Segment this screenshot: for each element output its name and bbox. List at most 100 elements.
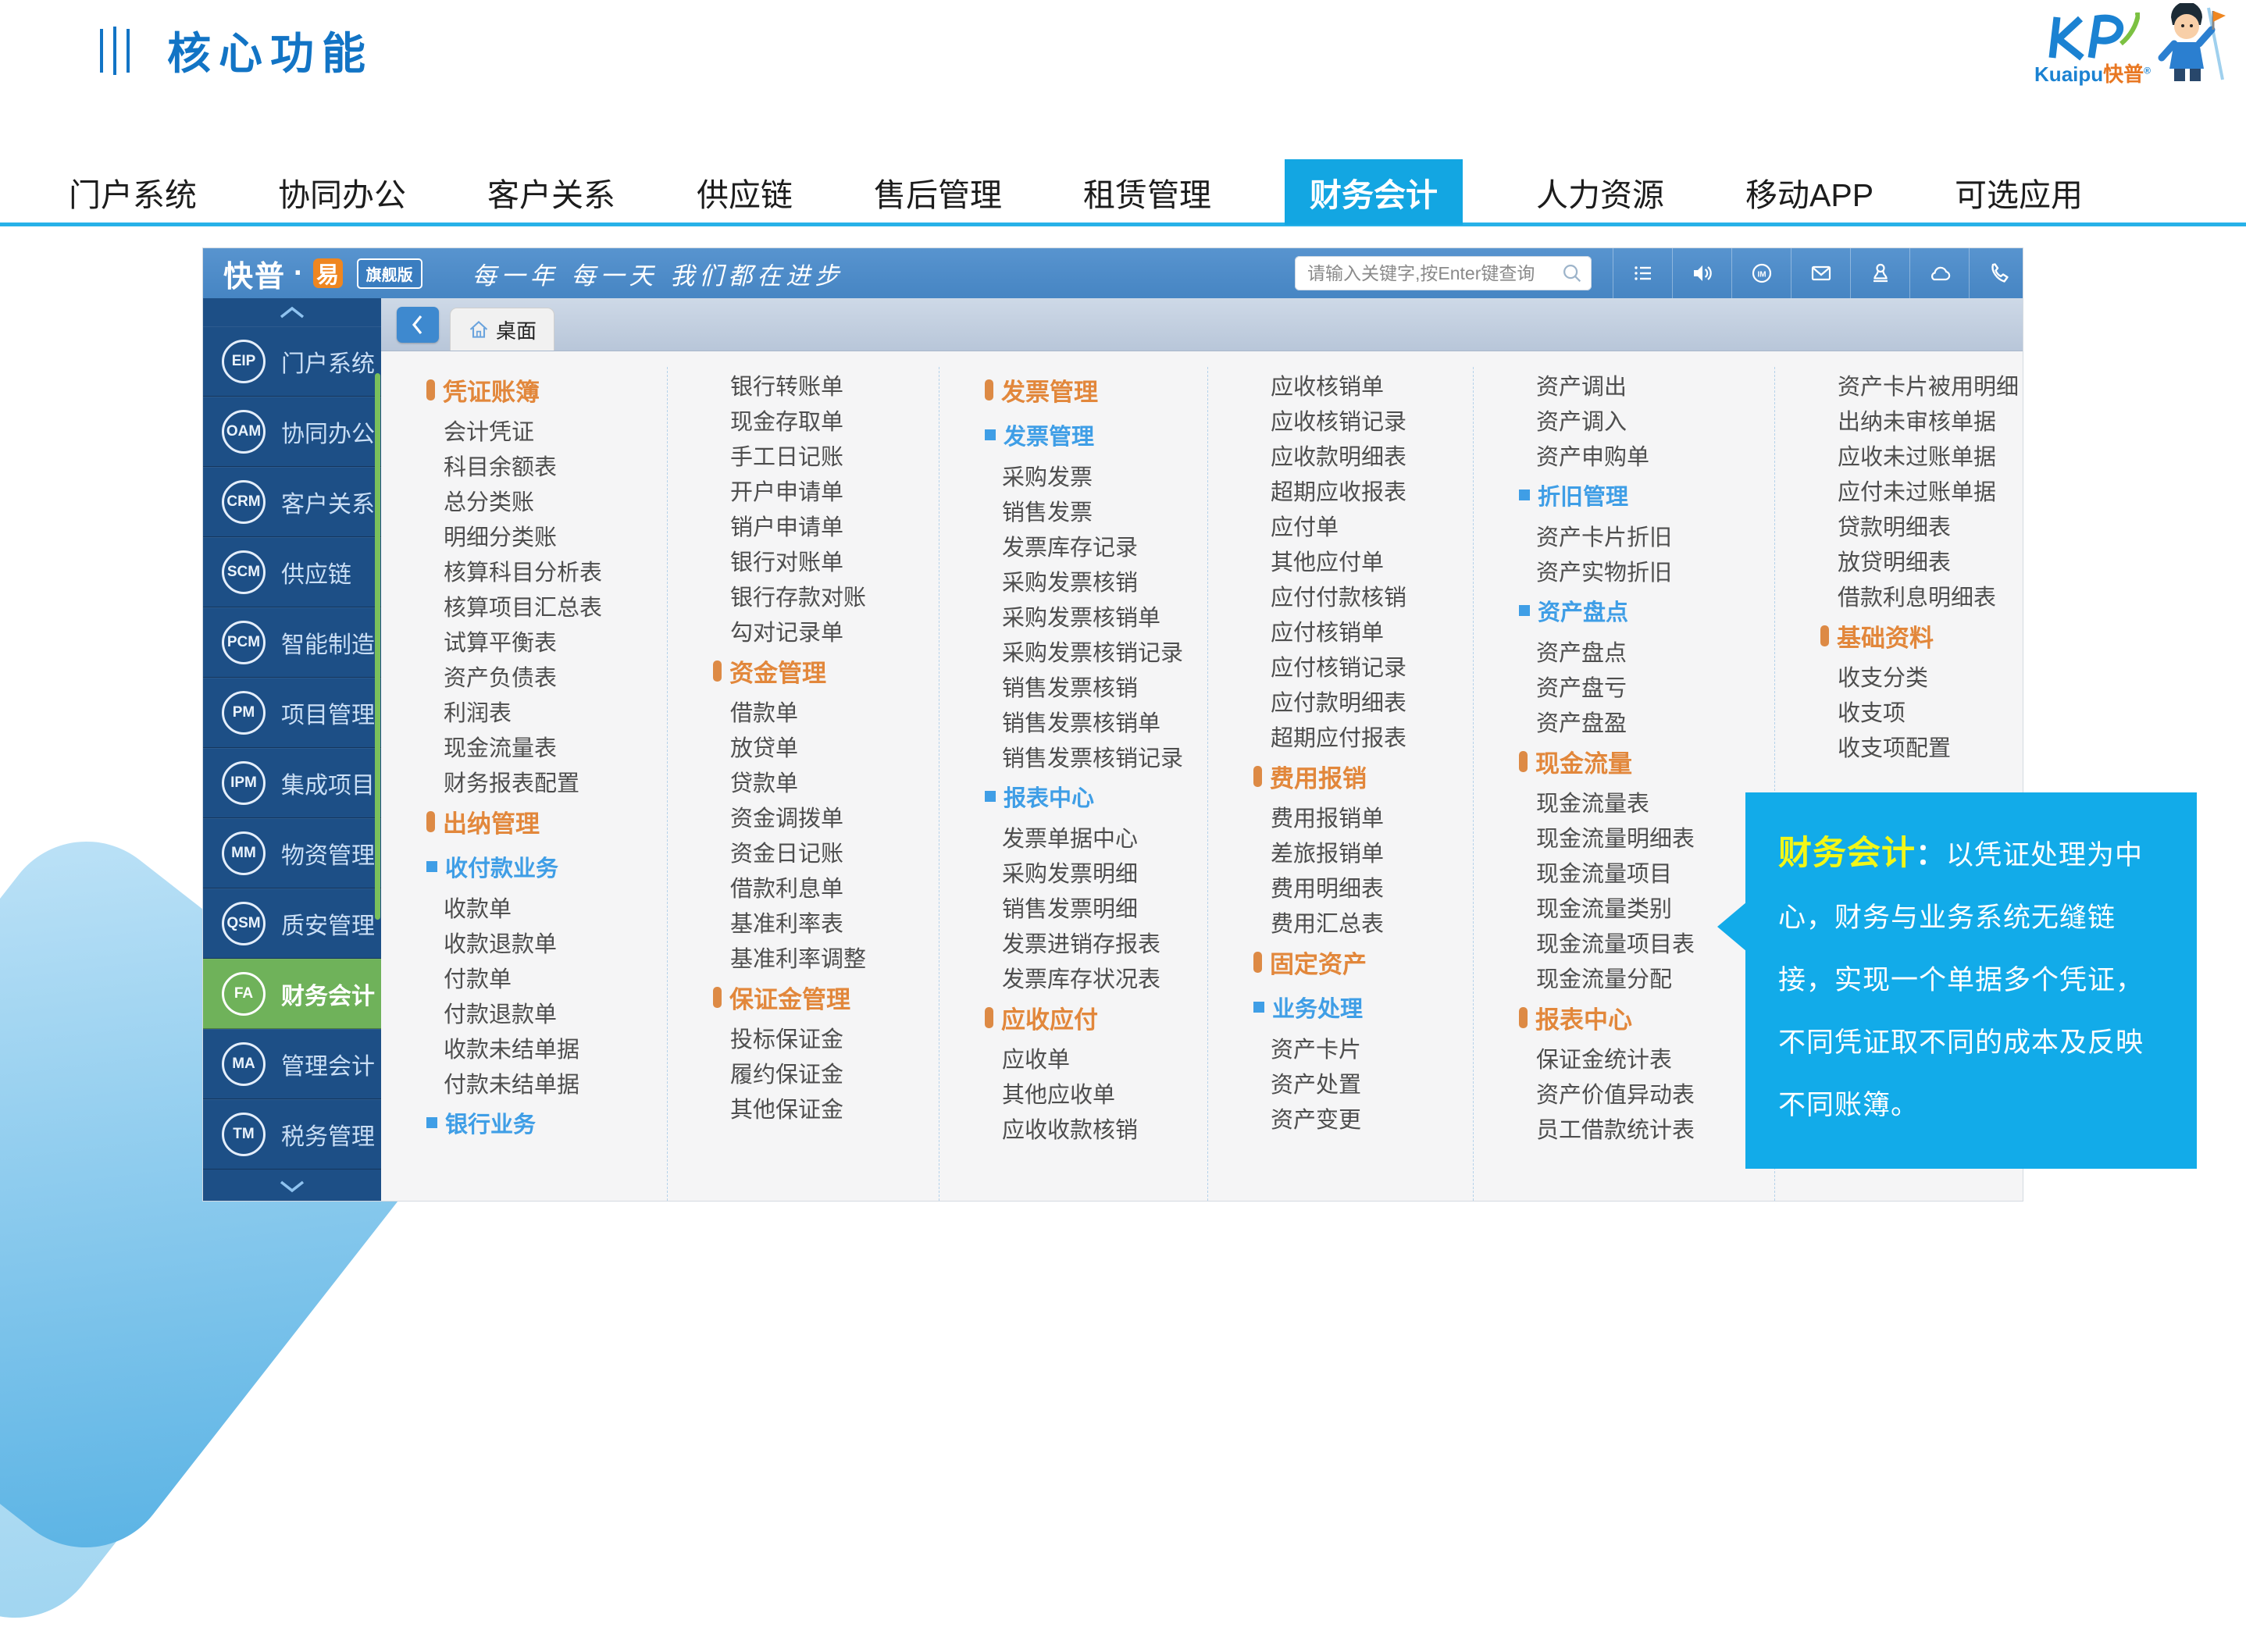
menu-entry[interactable]: 费用汇总表 — [1253, 904, 1473, 939]
sidebar-item[interactable]: PCM 智能制造 — [203, 607, 381, 678]
module-tab[interactable]: 供应链 — [689, 159, 800, 225]
search-icon[interactable] — [1560, 262, 1584, 285]
menu-entry[interactable]: 发票进销存报表 — [985, 924, 1207, 960]
menu-entry[interactable]: 核算项目汇总表 — [426, 588, 667, 623]
menu-entry[interactable]: 资产卡片被用明细 — [1820, 367, 2023, 402]
menu-entry[interactable]: 资产变更 — [1253, 1100, 1473, 1135]
menu-entry[interactable]: 基础资料 — [1820, 613, 2023, 658]
menu-entry[interactable]: 出纳管理 — [426, 799, 667, 844]
sidebar-item[interactable]: SCM 供应链 — [203, 537, 381, 607]
menu-entry[interactable]: 销户申请单 — [713, 507, 939, 543]
menu-entry[interactable]: 资产价值异动表 — [1519, 1075, 1774, 1110]
sidebar-item[interactable]: OAM 协同办公 — [203, 397, 381, 467]
menu-entry[interactable]: 费用报销 — [1253, 753, 1473, 799]
menu-entry[interactable]: 贷款单 — [713, 764, 939, 799]
menu-entry[interactable]: 超期应付报表 — [1253, 718, 1473, 753]
menu-entry[interactable]: 保证金统计表 — [1519, 1040, 1774, 1075]
menu-entry[interactable]: 收款单 — [426, 889, 667, 924]
sidebar-item[interactable]: FA 财务会计 — [203, 959, 381, 1029]
menu-entry[interactable]: 销售发票核销记录 — [985, 739, 1207, 774]
menu-entry[interactable]: 资产盘点 — [1519, 588, 1774, 633]
menu-entry[interactable]: 业务处理 — [1253, 984, 1473, 1030]
menu-entry[interactable]: 银行存款对账 — [713, 578, 939, 613]
menu-entry[interactable]: 付款未结单据 — [426, 1065, 667, 1100]
menu-entry[interactable]: 发票库存状况表 — [985, 960, 1207, 995]
menu-entry[interactable]: 银行业务 — [426, 1100, 667, 1145]
module-tab[interactable]: 门户系统 — [61, 159, 205, 225]
menu-entry[interactable]: 银行对账单 — [713, 543, 939, 578]
sidebar-item[interactable]: TM 税务管理 — [203, 1099, 381, 1170]
menu-entry[interactable]: 会计凭证 — [426, 412, 667, 447]
menu-entry[interactable]: 现金流量项目 — [1519, 854, 1774, 889]
task-list-icon[interactable] — [1613, 248, 1672, 298]
menu-entry[interactable]: 折旧管理 — [1519, 472, 1774, 518]
menu-entry[interactable]: 借款单 — [713, 693, 939, 728]
menu-entry[interactable]: 应收收款核销 — [985, 1110, 1207, 1145]
cloud-icon[interactable] — [1909, 248, 1969, 298]
menu-entry[interactable]: 资金调拨单 — [713, 799, 939, 834]
menu-entry[interactable]: 资产处置 — [1253, 1065, 1473, 1100]
module-tab[interactable]: 财务会计 — [1285, 158, 1463, 225]
menu-entry[interactable]: 报表中心 — [985, 774, 1207, 819]
menu-entry[interactable]: 应收未过账单据 — [1820, 437, 2023, 472]
menu-entry[interactable]: 银行转账单 — [713, 367, 939, 402]
menu-entry[interactable]: 发票单据中心 — [985, 819, 1207, 854]
menu-entry[interactable]: 科目余额表 — [426, 447, 667, 482]
sidebar-item[interactable]: EIP 门户系统 — [203, 326, 381, 397]
module-tab[interactable]: 协同办公 — [270, 159, 414, 225]
module-tab[interactable]: 客户关系 — [480, 159, 623, 225]
menu-entry[interactable]: 应付核销记录 — [1253, 648, 1473, 683]
menu-entry[interactable]: 现金流量表 — [1519, 784, 1774, 819]
menu-entry[interactable]: 发票管理 — [985, 367, 1207, 412]
seal-icon[interactable] — [1850, 248, 1909, 298]
menu-entry[interactable]: 资产负债表 — [426, 658, 667, 693]
menu-entry[interactable]: 资产实物折旧 — [1519, 553, 1774, 588]
menu-entry[interactable]: 借款利息单 — [713, 869, 939, 904]
menu-entry[interactable]: 投标保证金 — [713, 1020, 939, 1055]
menu-entry[interactable]: 应收核销单 — [1253, 367, 1473, 402]
sidebar-scrollbar[interactable] — [375, 373, 380, 920]
search-input[interactable] — [1306, 262, 1560, 285]
menu-entry[interactable]: 资产盘亏 — [1519, 668, 1774, 703]
menu-entry[interactable]: 应付款明细表 — [1253, 683, 1473, 718]
menu-entry[interactable]: 销售发票 — [985, 493, 1207, 528]
menu-entry[interactable]: 其他应收单 — [985, 1075, 1207, 1110]
menu-entry[interactable]: 资产盘盈 — [1519, 703, 1774, 739]
menu-entry[interactable]: 基准利率表 — [713, 904, 939, 939]
speaker-icon[interactable] — [1672, 248, 1731, 298]
menu-entry[interactable]: 付款单 — [426, 960, 667, 995]
menu-entry[interactable]: 销售发票核销单 — [985, 703, 1207, 739]
menu-entry[interactable]: 开户申请单 — [713, 472, 939, 507]
menu-entry[interactable]: 资金管理 — [713, 648, 939, 693]
module-tab[interactable]: 人力资源 — [1528, 159, 1672, 225]
menu-entry[interactable]: 试算平衡表 — [426, 623, 667, 658]
menu-entry[interactable]: 发票管理 — [985, 412, 1207, 458]
menu-entry[interactable]: 采购发票明细 — [985, 854, 1207, 889]
sidebar-item[interactable]: QSM 质安管理 — [203, 888, 381, 959]
menu-entry[interactable]: 应收核销记录 — [1253, 402, 1473, 437]
menu-entry[interactable]: 基准利率调整 — [713, 939, 939, 974]
menu-entry[interactable]: 现金流量项目表 — [1519, 924, 1774, 960]
menu-entry[interactable]: 销售发票核销 — [985, 668, 1207, 703]
menu-entry[interactable]: 现金流量明细表 — [1519, 819, 1774, 854]
back-button[interactable] — [397, 307, 439, 343]
sidebar-item[interactable]: PM 项目管理 — [203, 678, 381, 748]
menu-entry[interactable]: 采购发票核销 — [985, 563, 1207, 598]
mail-icon[interactable] — [1791, 248, 1850, 298]
menu-entry[interactable]: 明细分类账 — [426, 518, 667, 553]
menu-entry[interactable]: 放贷单 — [713, 728, 939, 764]
menu-entry[interactable]: 收支分类 — [1820, 658, 2023, 693]
menu-entry[interactable]: 资产申购单 — [1519, 437, 1774, 472]
menu-entry[interactable]: 现金流量类别 — [1519, 889, 1774, 924]
module-tab[interactable]: 租赁管理 — [1075, 159, 1219, 225]
menu-entry[interactable]: 应付未过账单据 — [1820, 472, 2023, 507]
menu-entry[interactable]: 收付款业务 — [426, 844, 667, 889]
sidebar-item[interactable]: IPM 集成项目 — [203, 748, 381, 818]
module-tab[interactable]: 可选应用 — [1947, 159, 2091, 225]
menu-entry[interactable]: 利润表 — [426, 693, 667, 728]
menu-entry[interactable]: 采购发票核销单 — [985, 598, 1207, 633]
menu-entry[interactable]: 资产调出 — [1519, 367, 1774, 402]
menu-entry[interactable]: 履约保证金 — [713, 1055, 939, 1090]
menu-entry[interactable]: 差旅报销单 — [1253, 834, 1473, 869]
menu-entry[interactable]: 应付核销单 — [1253, 613, 1473, 648]
